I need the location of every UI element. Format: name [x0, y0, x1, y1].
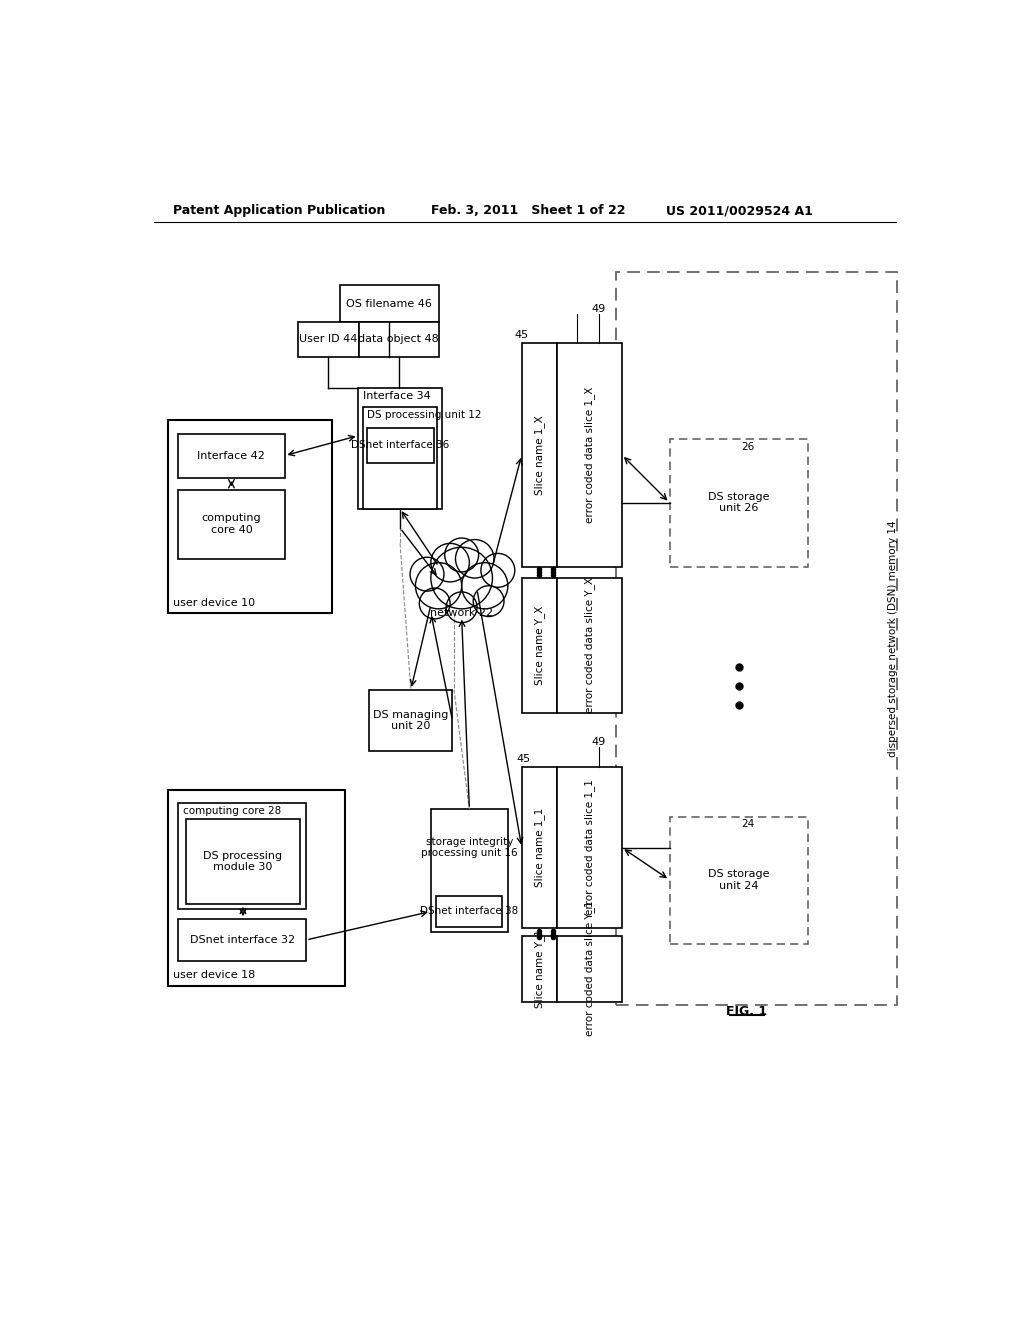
- Bar: [178, 803, 306, 909]
- Text: user device 18: user device 18: [173, 970, 255, 979]
- Circle shape: [431, 548, 493, 609]
- Text: DSnet interface 32: DSnet interface 32: [189, 935, 295, 945]
- Text: Slice name Y_1: Slice name Y_1: [534, 929, 545, 1008]
- Text: OS filename 46: OS filename 46: [346, 298, 432, 309]
- Bar: [340, 285, 438, 322]
- Circle shape: [462, 562, 508, 609]
- Text: DSnet interface 36: DSnet interface 36: [351, 440, 450, 450]
- Text: error coded data slice 1_X: error coded data slice 1_X: [584, 387, 595, 523]
- Bar: [615, 272, 897, 1006]
- Bar: [521, 343, 557, 566]
- Text: error coded data slice Y_1: error coded data slice Y_1: [584, 900, 595, 1036]
- Text: 49: 49: [592, 737, 606, 747]
- Text: computing core 28: computing core 28: [183, 807, 282, 816]
- Text: computing
core 40: computing core 40: [202, 513, 261, 535]
- Text: User ID 44: User ID 44: [299, 334, 357, 345]
- Text: 45: 45: [516, 754, 530, 764]
- Circle shape: [419, 589, 451, 619]
- Bar: [557, 767, 622, 928]
- Text: data object 48: data object 48: [358, 334, 439, 345]
- Bar: [436, 896, 503, 927]
- Text: DS managing
unit 20: DS managing unit 20: [373, 710, 449, 731]
- Circle shape: [416, 562, 462, 609]
- Bar: [168, 420, 333, 612]
- Circle shape: [444, 539, 478, 572]
- Circle shape: [410, 557, 444, 591]
- Circle shape: [473, 586, 504, 616]
- Text: 24: 24: [741, 818, 755, 829]
- Bar: [431, 809, 508, 932]
- Bar: [358, 388, 441, 508]
- Text: DS storage
unit 24: DS storage unit 24: [709, 869, 770, 891]
- Text: 26: 26: [741, 442, 755, 453]
- Circle shape: [481, 553, 515, 587]
- Bar: [168, 789, 345, 986]
- Circle shape: [446, 591, 477, 623]
- Bar: [670, 817, 808, 944]
- Bar: [367, 428, 434, 462]
- Bar: [557, 343, 622, 566]
- Text: US 2011/0029524 A1: US 2011/0029524 A1: [666, 205, 813, 218]
- Text: Interface 42: Interface 42: [198, 450, 265, 461]
- Bar: [670, 440, 808, 566]
- Text: FIG. 1: FIG. 1: [726, 1005, 767, 1018]
- Text: Slice name Y_X: Slice name Y_X: [534, 606, 545, 685]
- Text: Feb. 3, 2011   Sheet 1 of 22: Feb. 3, 2011 Sheet 1 of 22: [431, 205, 626, 218]
- Text: DS processing unit 12: DS processing unit 12: [367, 409, 481, 420]
- Text: Slice name 1_X: Slice name 1_X: [534, 414, 545, 495]
- Text: error coded data slice 1_1: error coded data slice 1_1: [584, 780, 595, 916]
- Bar: [298, 322, 359, 358]
- Bar: [359, 322, 438, 358]
- Text: storage integrity
processing unit 16: storage integrity processing unit 16: [421, 837, 518, 858]
- Text: Patent Application Publication: Patent Application Publication: [173, 205, 385, 218]
- Bar: [521, 578, 557, 713]
- Circle shape: [456, 540, 494, 578]
- Text: DS storage
unit 26: DS storage unit 26: [709, 492, 770, 513]
- Bar: [521, 936, 557, 1002]
- Text: DS processing
module 30: DS processing module 30: [204, 850, 283, 873]
- Text: 49: 49: [592, 304, 606, 314]
- Text: network 22: network 22: [430, 607, 494, 618]
- Bar: [178, 919, 306, 961]
- Bar: [364, 407, 437, 508]
- Text: error coded data slice Y_X: error coded data slice Y_X: [584, 577, 595, 713]
- Text: dispersed storage network (DSN) memory 14: dispersed storage network (DSN) memory 1…: [888, 520, 898, 758]
- Bar: [557, 936, 622, 1002]
- Text: Interface 34: Interface 34: [364, 391, 431, 400]
- Bar: [521, 767, 557, 928]
- Bar: [178, 490, 285, 558]
- Bar: [370, 689, 453, 751]
- Text: DSnet interface 38: DSnet interface 38: [420, 907, 518, 916]
- Bar: [178, 434, 285, 478]
- Bar: [557, 578, 622, 713]
- Text: user device 10: user device 10: [173, 598, 255, 609]
- Circle shape: [431, 544, 469, 582]
- Text: Slice name 1_1: Slice name 1_1: [534, 808, 545, 887]
- Text: 45: 45: [515, 330, 528, 341]
- Bar: [186, 818, 300, 904]
